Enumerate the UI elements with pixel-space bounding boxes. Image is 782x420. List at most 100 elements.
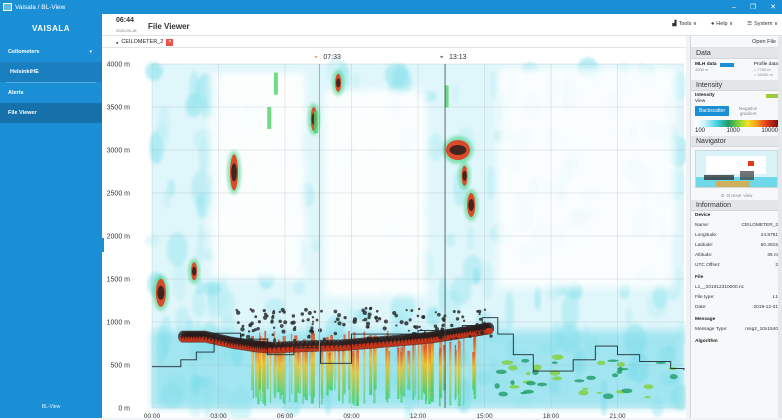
tab-label: CEILOMETER_2 [121,39,164,45]
system-menu[interactable]: ☰ System ∨ [747,21,778,27]
x-tick-label: 06:00 [277,413,294,418]
info-value: 60.2815 [760,242,778,248]
noise-patch [625,308,633,326]
intensity-toggle[interactable] [766,93,778,98]
low-return [509,384,520,389]
navigator-view-button[interactable]: view [743,193,753,198]
aerosol-dot [293,338,297,342]
aerosol-dot [306,318,310,322]
help-menu[interactable]: ● Help ∨ [710,21,734,27]
noise-patch [145,61,163,81]
low-return [525,381,536,386]
profile-opt-15400[interactable]: ○ 15400 m [753,72,773,77]
intensity-label: Intensity [695,93,715,98]
low-return [495,369,507,375]
noise-patch [172,261,187,301]
aerosol-dot [457,310,461,314]
tools-menu[interactable]: ▟ Tools ∨ [672,21,697,27]
elevated-signal [444,85,449,108]
y-tick-label: 2000 m [107,234,131,241]
time-marker-label: 07:33 [323,54,341,61]
aerosol-dot [363,317,368,322]
minimize-button[interactable]: – [731,3,736,11]
precip-streak [373,335,377,390]
maximize-button[interactable]: ❐ [749,4,757,11]
open-file-button[interactable]: Open File [752,38,776,45]
mlh-data-toggle[interactable] [719,62,734,67]
negative-gradient-button[interactable]: Negative gradient [739,106,758,116]
aerosol-dot [320,309,323,313]
backscatter-plot-svg[interactable]: 07:33 ⌖ 13:13 ⌖ 4000 m 3500 m 3000 m 2500 m 2000… [102,48,692,420]
aerosol-dot [483,321,486,325]
info-value: CEILOMETER_2 [741,222,778,228]
low-return [669,374,678,380]
divider [6,82,96,83]
close-window-button[interactable]: ✕ [770,4,776,11]
aerosol-dot [448,331,452,335]
y-tick-label: 3000 m [107,148,131,155]
aerosol-dot [310,329,315,334]
aerosol-dot [423,331,426,334]
precip-streak [277,339,280,393]
tools-icon: ▟ [672,21,677,27]
close-tab-icon[interactable]: × [166,38,174,46]
aerosol-dot [417,307,421,311]
colorbar-label: 1000 [726,128,740,134]
sidebar-item-alerts[interactable]: Alerts [0,83,102,103]
aerosol-dot [439,332,444,338]
sidebar-item-file-viewer[interactable]: File Viewer [0,103,102,123]
x-tick-label: 09:00 [343,413,360,418]
intensity-colorbar [695,120,778,127]
chevron-down-icon: ▾ [89,49,92,55]
precip-streak [294,335,298,403]
navigator-reset-button[interactable]: ⊡ reset [726,192,742,198]
sidebar-item-label: HelsinkiHE [10,69,39,75]
noise-patch [207,290,215,320]
backscatter-button[interactable]: Backscatter [695,106,730,116]
low-return [596,391,603,394]
aerosol-dot [369,306,373,310]
aerosol-dot [240,327,245,332]
noise-patch [345,308,359,332]
navigator-thumbnail[interactable] [695,150,778,188]
aerosol-dot [334,320,337,323]
precip-streak [439,347,442,397]
noise-patch [408,291,416,323]
info-key: Longitude: [695,232,718,238]
info-key: Date: [695,304,707,310]
noise-patch [202,281,222,296]
noise-patch [449,277,472,306]
aerosol-dot [333,309,338,314]
sidebar-item-ceilometers[interactable]: Ceilometers ▾ [0,42,102,62]
aerosol-dot [375,309,379,313]
aerosol-dot [416,314,420,318]
noise-patch [194,246,208,262]
sidebar-item-helsinkihe[interactable]: HelsinkiHE [0,62,102,82]
precip-streak [257,340,260,405]
precip-streak [284,336,286,405]
aerosol-dot [375,319,379,323]
panel-scrollbar[interactable] [778,36,782,418]
noise-patch [445,233,455,248]
help-icon: ● [710,21,715,27]
noise-patch [452,83,459,105]
precip-streak [400,352,403,394]
y-tick-label: 0 m [118,406,130,413]
info-row: Altitude: 35 m [691,250,782,260]
navigator-button[interactable]: ⊡ [720,192,725,198]
precip-streak [424,340,428,401]
navigator-section-header: Navigator [691,136,782,147]
precip-streak [417,337,420,400]
info-value: 24.8781 [760,232,778,238]
info-value: msg2_10x1540 [745,326,778,332]
backscatter-chart[interactable]: 07:33 ⌖ 13:13 ⌖ 4000 m 3500 m 3000 m 2500 m 2000… [102,48,692,420]
low-return [621,388,633,394]
low-return [551,361,558,364]
precip-streak [414,336,416,396]
tab-ceilometer-2[interactable]: ● CEILOMETER_2 × [116,38,174,46]
aerosol-dot [452,309,456,314]
precip-streak [430,331,434,392]
low-return [574,379,585,383]
profile-opt-7700[interactable]: ○ 7700 m [753,67,771,72]
aerosol-dot [270,319,274,322]
